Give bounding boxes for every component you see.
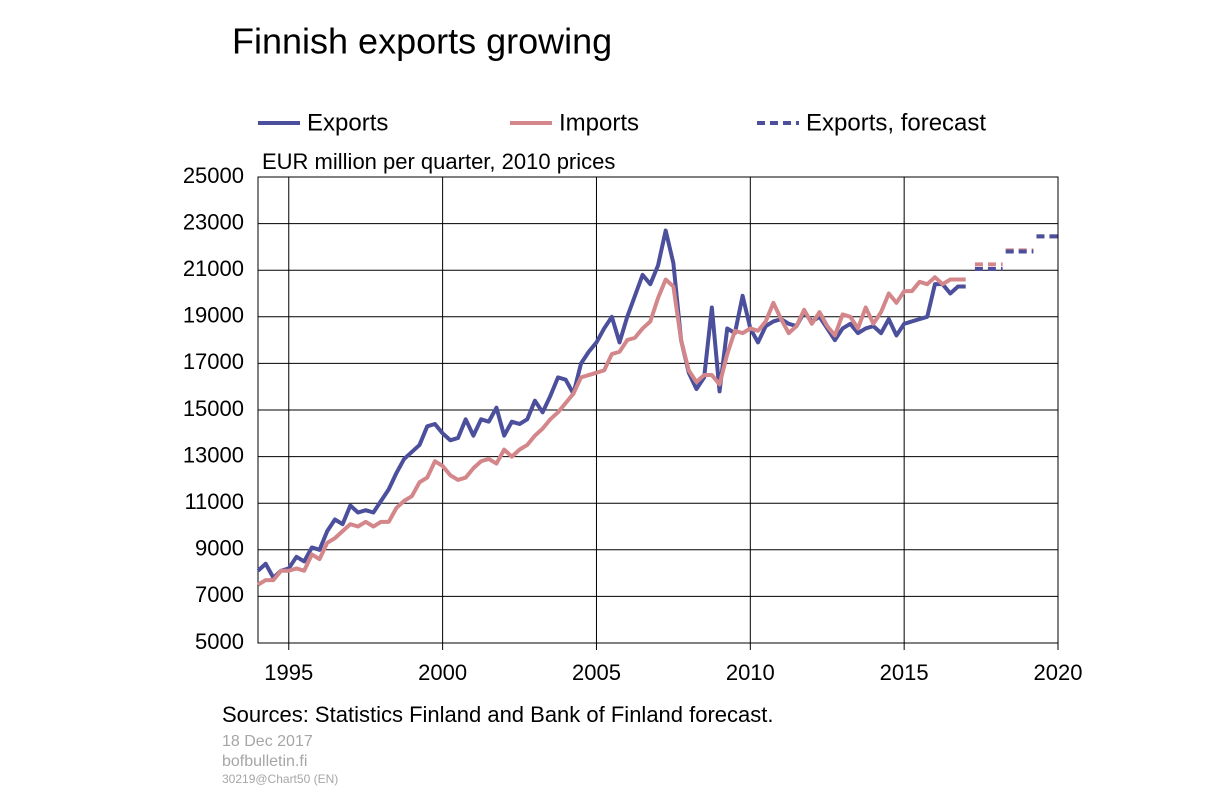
y-tick-label: 13000 bbox=[183, 442, 244, 467]
series-line bbox=[974, 234, 1058, 272]
series-line bbox=[974, 234, 1058, 267]
y-tick-label: 25000 bbox=[183, 163, 244, 188]
y-tick-label: 15000 bbox=[183, 396, 244, 421]
source: Sources: Statistics Finland and Bank of … bbox=[222, 702, 774, 727]
website: bofbulletin.fi bbox=[222, 753, 307, 770]
chart-title: Finnish exports growing bbox=[232, 21, 612, 62]
y-tick-label: 9000 bbox=[195, 536, 244, 561]
y-tick-label: 5000 bbox=[195, 629, 244, 654]
y-axis-label: EUR million per quarter, 2010 prices bbox=[262, 149, 615, 174]
x-tick-label: 2000 bbox=[418, 660, 467, 685]
x-tick-label: 1995 bbox=[264, 660, 313, 685]
x-tick-label: 2020 bbox=[1034, 660, 1083, 685]
code: 30219@Chart50 (EN) bbox=[222, 772, 338, 786]
legend-label: Imports bbox=[559, 109, 639, 136]
plot-frame bbox=[257, 176, 1059, 644]
series-line bbox=[256, 228, 966, 580]
y-tick-label: 23000 bbox=[183, 209, 244, 234]
date: 18 Dec 2017 bbox=[222, 733, 313, 750]
x-tick-label: 2005 bbox=[572, 660, 621, 685]
y-tick-label: 19000 bbox=[183, 303, 244, 328]
y-tick-label: 7000 bbox=[195, 582, 244, 607]
y-tick-label: 17000 bbox=[183, 349, 244, 374]
legend-label: Exports bbox=[307, 109, 388, 136]
y-tick-label: 21000 bbox=[183, 256, 244, 281]
x-tick-label: 2015 bbox=[880, 660, 929, 685]
series-line bbox=[256, 275, 966, 587]
x-tick-label: 2010 bbox=[726, 660, 775, 685]
legend-label: Exports, forecast bbox=[806, 109, 986, 136]
y-tick-label: 11000 bbox=[184, 489, 244, 514]
